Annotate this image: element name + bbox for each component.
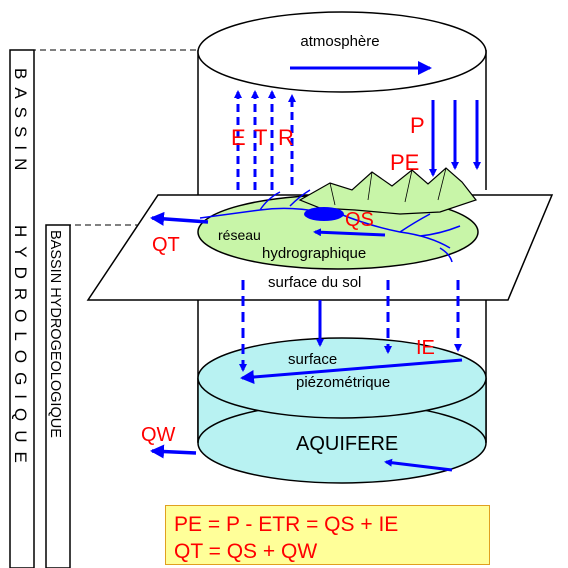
qw-flow-arrow	[150, 444, 197, 459]
aquifere-label: AQUIFERE	[296, 433, 398, 455]
etr-label-r: R	[278, 125, 294, 150]
qt-flow-arrow	[150, 211, 209, 226]
etr-label-e: E	[231, 125, 246, 150]
river-network	[199, 189, 461, 263]
lake	[304, 207, 344, 221]
bassin-hydrologique-box	[9, 49, 35, 568]
formula-line-2: QT = QS + QW	[174, 540, 318, 563]
bassin-hydrogeologique-box	[45, 224, 71, 568]
qs-label: QS	[345, 209, 374, 231]
qw-label: QW	[141, 424, 176, 446]
bassin-hydrologique-bottom-label: HYDROLOGIQUE	[11, 225, 30, 472]
bassin-hydrogeologique-label: BASSIN HYDROGEOLOGIQUE	[47, 230, 63, 438]
piezometrique-label: piézométrique	[296, 374, 390, 391]
piezometric-surface	[197, 337, 487, 419]
etr-label-t: T	[254, 125, 267, 150]
reseau-label: réseau	[218, 227, 261, 243]
aquifer-flow-arrow	[384, 458, 453, 472]
surface-label: surface	[288, 351, 337, 368]
pe-label: PE	[390, 150, 419, 175]
surface-du-sol-label: surface du sol	[268, 274, 361, 291]
qt-label: QT	[152, 234, 180, 256]
ie-label: IE	[416, 337, 435, 359]
atmosphere-label: atmosphère	[300, 33, 379, 50]
piezometric-flow-arrow	[240, 358, 463, 384]
hydrographique-label: hydrographique	[262, 245, 366, 262]
p-label: P	[410, 113, 425, 138]
mountain-ridges	[329, 167, 447, 206]
formula-box: PE = P - ETR = QS + IE QT = QS + QW	[165, 505, 490, 565]
qs-flow-arrow	[313, 228, 386, 237]
formula-line-1: PE = P - ETR = QS + IE	[174, 513, 399, 536]
bassin-hydrologique-top-label: BASSIN	[11, 68, 30, 178]
atmosphere-ellipse	[197, 11, 487, 93]
